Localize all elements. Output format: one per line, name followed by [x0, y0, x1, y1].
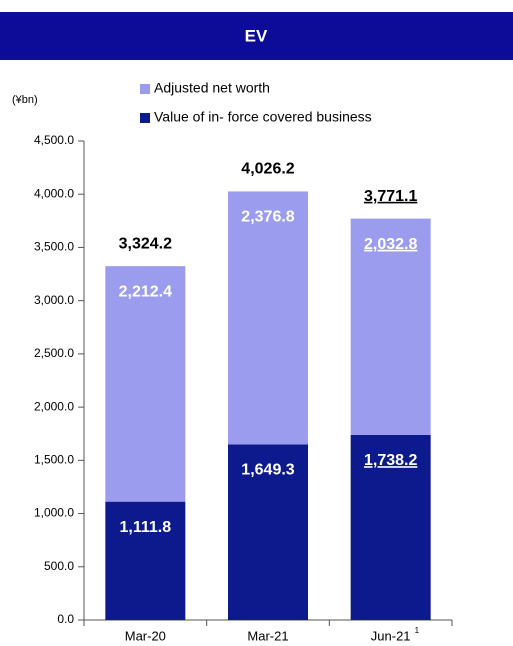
bar-segment [105, 501, 186, 620]
x-tick-label: Mar-20 [125, 628, 166, 643]
legend-label: Adjusted net worth [154, 80, 270, 96]
y-tick-label: 4,000.0 [34, 186, 74, 200]
title-band [0, 12, 513, 60]
y-tick-label: 3,500.0 [34, 240, 74, 254]
bar-segment [105, 266, 186, 502]
value-label: 1,738.2 [364, 452, 417, 469]
y-tick-label: 1,500.0 [34, 453, 74, 467]
bar-segment [350, 218, 431, 435]
legend-swatch [140, 84, 150, 94]
y-tick-label: 2,000.0 [34, 399, 74, 413]
total-label: 4,026.2 [241, 161, 294, 178]
y-tick-label: 1,000.0 [34, 506, 74, 520]
y-tick-label: 4,500.0 [34, 133, 74, 147]
value-label: 2,212.4 [119, 283, 172, 300]
bar-segment [228, 444, 308, 620]
unit-label: (¥bn) [12, 94, 38, 106]
y-tick-label: 500.0 [44, 559, 74, 573]
value-label: 2,032.8 [364, 236, 417, 253]
bar-segment [350, 434, 431, 620]
bar-segment [228, 191, 308, 445]
x-tick-label: Jun-21 [371, 628, 411, 643]
y-tick-label: 2,500.0 [34, 346, 74, 360]
category-superscript: 1 [415, 626, 420, 635]
legend-label: Value of in- force covered business [154, 109, 372, 125]
value-label: 2,376.8 [241, 209, 294, 226]
value-label: 1,649.3 [241, 462, 294, 479]
total-label: 3,324.2 [119, 235, 172, 252]
y-tick-label: 3,000.0 [34, 293, 74, 307]
value-label: 1,111.8 [120, 519, 172, 536]
legend-swatch [140, 113, 150, 123]
y-tick-label: 0.0 [57, 612, 74, 626]
total-label: 3,771.1 [364, 188, 417, 205]
x-tick-label: Mar-21 [247, 628, 288, 643]
chart-title: EV [245, 26, 268, 45]
